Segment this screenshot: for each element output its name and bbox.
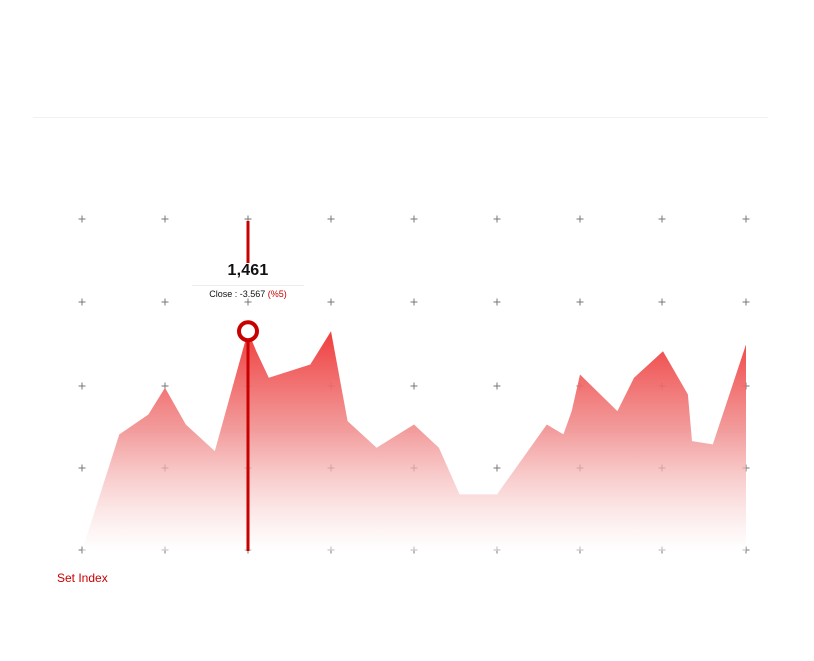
- grid-marker: [742, 298, 750, 306]
- grid-marker: [78, 215, 86, 223]
- grid-marker: [576, 298, 584, 306]
- highlight-marker[interactable]: [237, 320, 259, 343]
- top-divider: [33, 117, 768, 118]
- grid-marker: [78, 464, 86, 472]
- grid-marker: [410, 382, 418, 390]
- grid-marker: [493, 215, 501, 223]
- series-area: [82, 331, 746, 551]
- grid-marker: [161, 215, 169, 223]
- grid-marker: [742, 215, 750, 223]
- grid-marker: [658, 298, 666, 306]
- grid-marker: [658, 215, 666, 223]
- grid-marker: [493, 464, 501, 472]
- grid-marker: [78, 298, 86, 306]
- grid-marker: [410, 215, 418, 223]
- grid-marker: [78, 382, 86, 390]
- grid-marker: [493, 298, 501, 306]
- index-legend-label[interactable]: Set Index: [57, 571, 108, 585]
- grid-marker: [410, 298, 418, 306]
- highlight-layer: [237, 221, 259, 551]
- grid-marker: [327, 215, 335, 223]
- grid-marker: [576, 215, 584, 223]
- grid-marker: [161, 298, 169, 306]
- grid-marker: [493, 382, 501, 390]
- grid-marker: [327, 298, 335, 306]
- grid-marker: [244, 298, 252, 306]
